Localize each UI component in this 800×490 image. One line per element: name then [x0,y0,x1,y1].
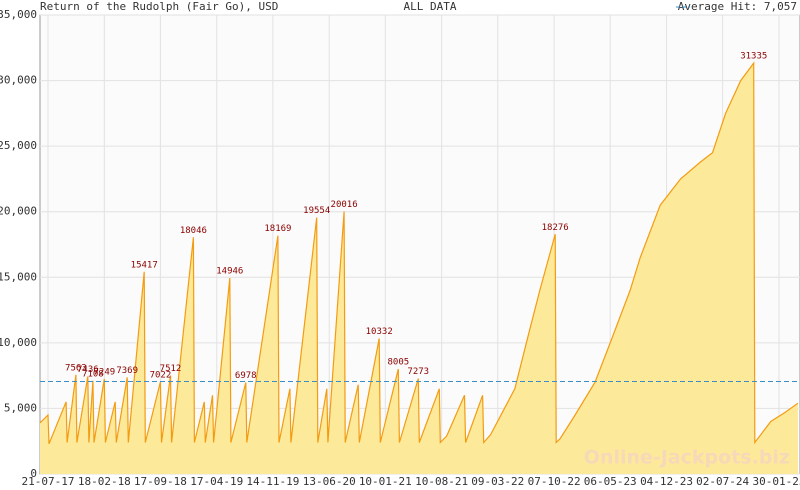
value-label: 7249 [93,367,115,377]
y-tick-label: 30,000 [0,74,37,87]
value-label: 7512 [160,364,182,374]
value-label: 7563 [65,363,87,373]
value-label: 31335 [740,52,767,62]
x-tick-label: 06-05-23 [584,475,637,488]
value-label: 7436 [77,365,99,375]
area [40,63,798,474]
value-label: 18046 [180,226,207,236]
value-label: 15417 [131,260,158,270]
y-tick-label: 35,000 [0,8,37,21]
y-tick-label: 15,000 [0,270,37,283]
value-label: 14946 [216,266,243,276]
x-tick-label: 02-07-24 [696,475,749,488]
x-tick-label: 10-08-21 [415,475,468,488]
value-label: 10332 [366,327,393,337]
x-tick-label: 18-02-18 [78,475,131,488]
value-label: 6978 [235,371,257,381]
value-label: 7369 [116,366,138,376]
watermark: Online-Jackpots.biz [584,447,790,469]
x-tick-label: 17-04-19 [190,475,243,488]
x-tick-label: 04-12-23 [640,475,693,488]
value-label: 7022 [150,370,172,380]
x-tick-label: 07-10-22 [528,475,581,488]
value-label: 20016 [331,200,358,210]
value-label: 7108 [82,369,104,379]
x-tick-label: 10-01-21 [359,475,412,488]
y-tick-label: 10,000 [0,336,37,349]
value-label: 19554 [303,206,330,216]
value-label: 18276 [542,223,569,233]
value-label: 7273 [407,367,429,377]
x-tick-label: 30-01-25 [753,475,800,488]
y-tick-label: 0 [30,467,37,480]
chart-title: Return of the Rudolph (Fair Go), USD [40,0,278,13]
value-label: 8005 [387,358,409,368]
average-legend: Average Hit: 7,057 [678,0,797,13]
x-tick-label: 17-09-18 [134,475,187,488]
x-tick-label: 09-03-22 [471,475,524,488]
y-tick-label: 25,000 [0,139,37,152]
x-tick-label: 14-11-19 [246,475,299,488]
value-label: 18169 [264,224,291,234]
x-tick-label: 13-06-20 [303,475,356,488]
y-tick-label: 20,000 [0,205,37,218]
y-tick-label: 5,000 [4,401,37,414]
x-tick-label: 21-07-17 [21,475,74,488]
line [39,61,799,445]
chart-subtitle: ALL DATA [404,0,457,13]
